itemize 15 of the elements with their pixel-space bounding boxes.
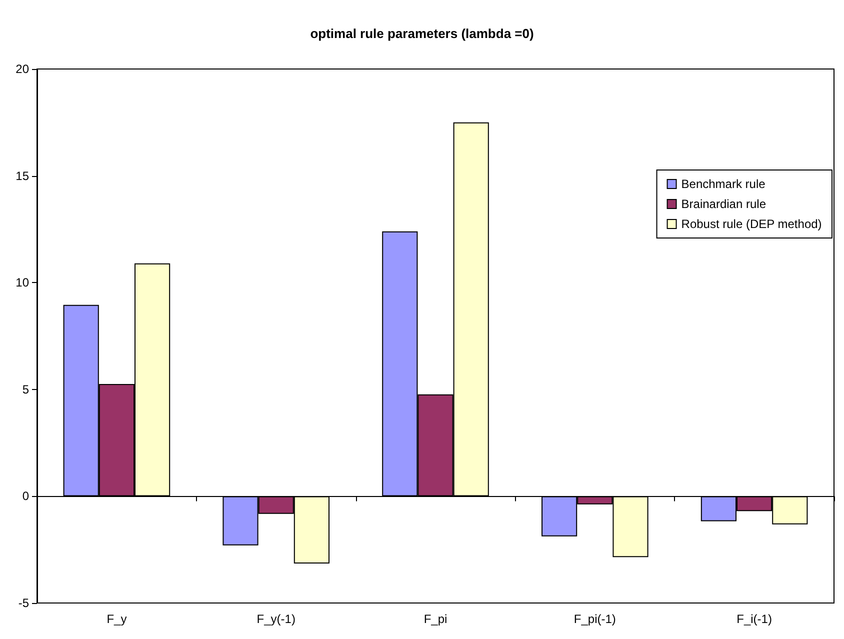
- y-tick-label: 0: [22, 489, 30, 504]
- y-tick-label: -5: [18, 596, 30, 610]
- x-tick-label: F_y(-1): [256, 612, 296, 626]
- x-tick-label: F_i(-1): [736, 612, 772, 626]
- y-tick-label: 5: [22, 382, 30, 396]
- y-tick-label: 15: [16, 168, 30, 183]
- legend-label: Benchmark rule: [681, 177, 766, 191]
- x-tick-label: F_pi(-1): [574, 612, 616, 626]
- x-tick-label: F_y: [106, 612, 127, 626]
- x-tick-label: F_pi: [424, 612, 448, 626]
- y-tick-label: 10: [16, 276, 30, 290]
- y-tick-label: 20: [16, 62, 30, 76]
- legend-label: Robust rule (DEP method): [681, 217, 822, 231]
- legend-label: Brainardian rule: [681, 197, 766, 211]
- chart-title: optimal rule parameters (lambda =0): [310, 26, 534, 41]
